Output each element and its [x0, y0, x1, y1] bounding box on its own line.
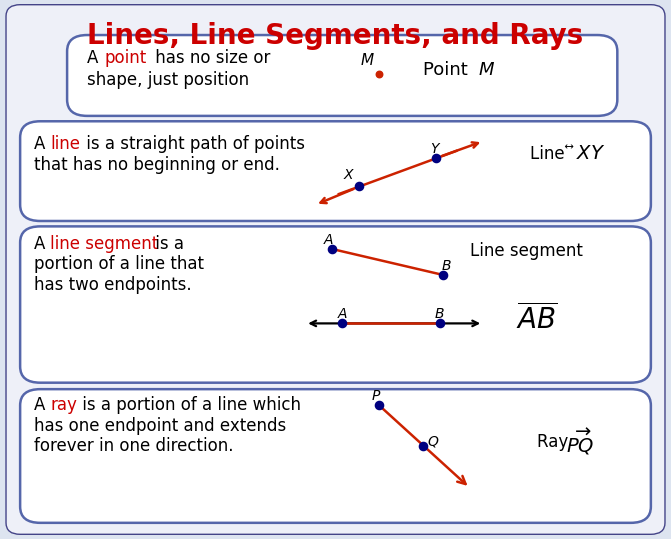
FancyArrowPatch shape — [321, 189, 353, 203]
Text: Line segment: Line segment — [470, 241, 583, 260]
Text: $A$: $A$ — [323, 233, 334, 247]
Text: $M$: $M$ — [478, 61, 495, 79]
FancyBboxPatch shape — [20, 121, 651, 221]
Text: $Q$: $Q$ — [427, 434, 439, 450]
Text: $P$: $P$ — [370, 389, 381, 403]
FancyArrowPatch shape — [311, 321, 478, 326]
Text: that has no beginning or end.: that has no beginning or end. — [34, 156, 279, 175]
Text: shape, just position: shape, just position — [87, 71, 250, 89]
Text: portion of a line that: portion of a line that — [34, 255, 203, 273]
Text: $\overline{AB}$: $\overline{AB}$ — [516, 303, 558, 335]
Text: $A$: $A$ — [337, 307, 348, 321]
Text: line: line — [50, 135, 81, 154]
Point — [431, 154, 442, 163]
Text: point: point — [104, 49, 146, 67]
Point — [327, 245, 338, 253]
FancyBboxPatch shape — [7, 5, 664, 534]
Point — [417, 441, 428, 450]
Point — [354, 182, 364, 191]
FancyBboxPatch shape — [67, 35, 617, 116]
Text: Ray: Ray — [537, 433, 578, 451]
Text: is a straight path of points: is a straight path of points — [81, 135, 305, 154]
Text: $\overrightarrow{PQ}$: $\overrightarrow{PQ}$ — [566, 427, 594, 457]
Point — [374, 401, 384, 410]
Text: A: A — [87, 49, 104, 67]
Text: forever in one direction.: forever in one direction. — [34, 437, 233, 455]
FancyArrowPatch shape — [442, 142, 478, 156]
Text: $Y$: $Y$ — [431, 142, 442, 156]
Text: ray: ray — [50, 396, 77, 414]
FancyArrowPatch shape — [381, 407, 466, 484]
Text: A: A — [34, 396, 50, 414]
Text: Point: Point — [423, 61, 473, 79]
Text: Lines, Line Segments, and Rays: Lines, Line Segments, and Rays — [87, 22, 584, 50]
FancyBboxPatch shape — [7, 5, 664, 534]
Text: line segment: line segment — [50, 234, 158, 253]
Point — [434, 319, 445, 328]
Text: has one endpoint and extends: has one endpoint and extends — [34, 417, 286, 435]
Text: $B$: $B$ — [434, 307, 445, 321]
FancyBboxPatch shape — [20, 389, 651, 523]
Text: A: A — [34, 135, 50, 154]
Text: Line: Line — [530, 144, 575, 163]
FancyBboxPatch shape — [20, 226, 651, 383]
Text: A: A — [34, 234, 50, 253]
Point — [437, 271, 448, 279]
Text: $X$: $X$ — [344, 168, 356, 182]
Text: $\overleftrightarrow{XY}$: $\overleftrightarrow{XY}$ — [564, 144, 605, 163]
Text: is a: is a — [150, 234, 184, 253]
Point — [337, 319, 348, 328]
Text: $M$: $M$ — [360, 52, 375, 68]
Text: $B$: $B$ — [441, 259, 452, 273]
Text: has no size or: has no size or — [150, 49, 270, 67]
Text: has two endpoints.: has two endpoints. — [34, 275, 191, 294]
Text: is a portion of a line which: is a portion of a line which — [77, 396, 301, 414]
Point — [374, 70, 384, 79]
